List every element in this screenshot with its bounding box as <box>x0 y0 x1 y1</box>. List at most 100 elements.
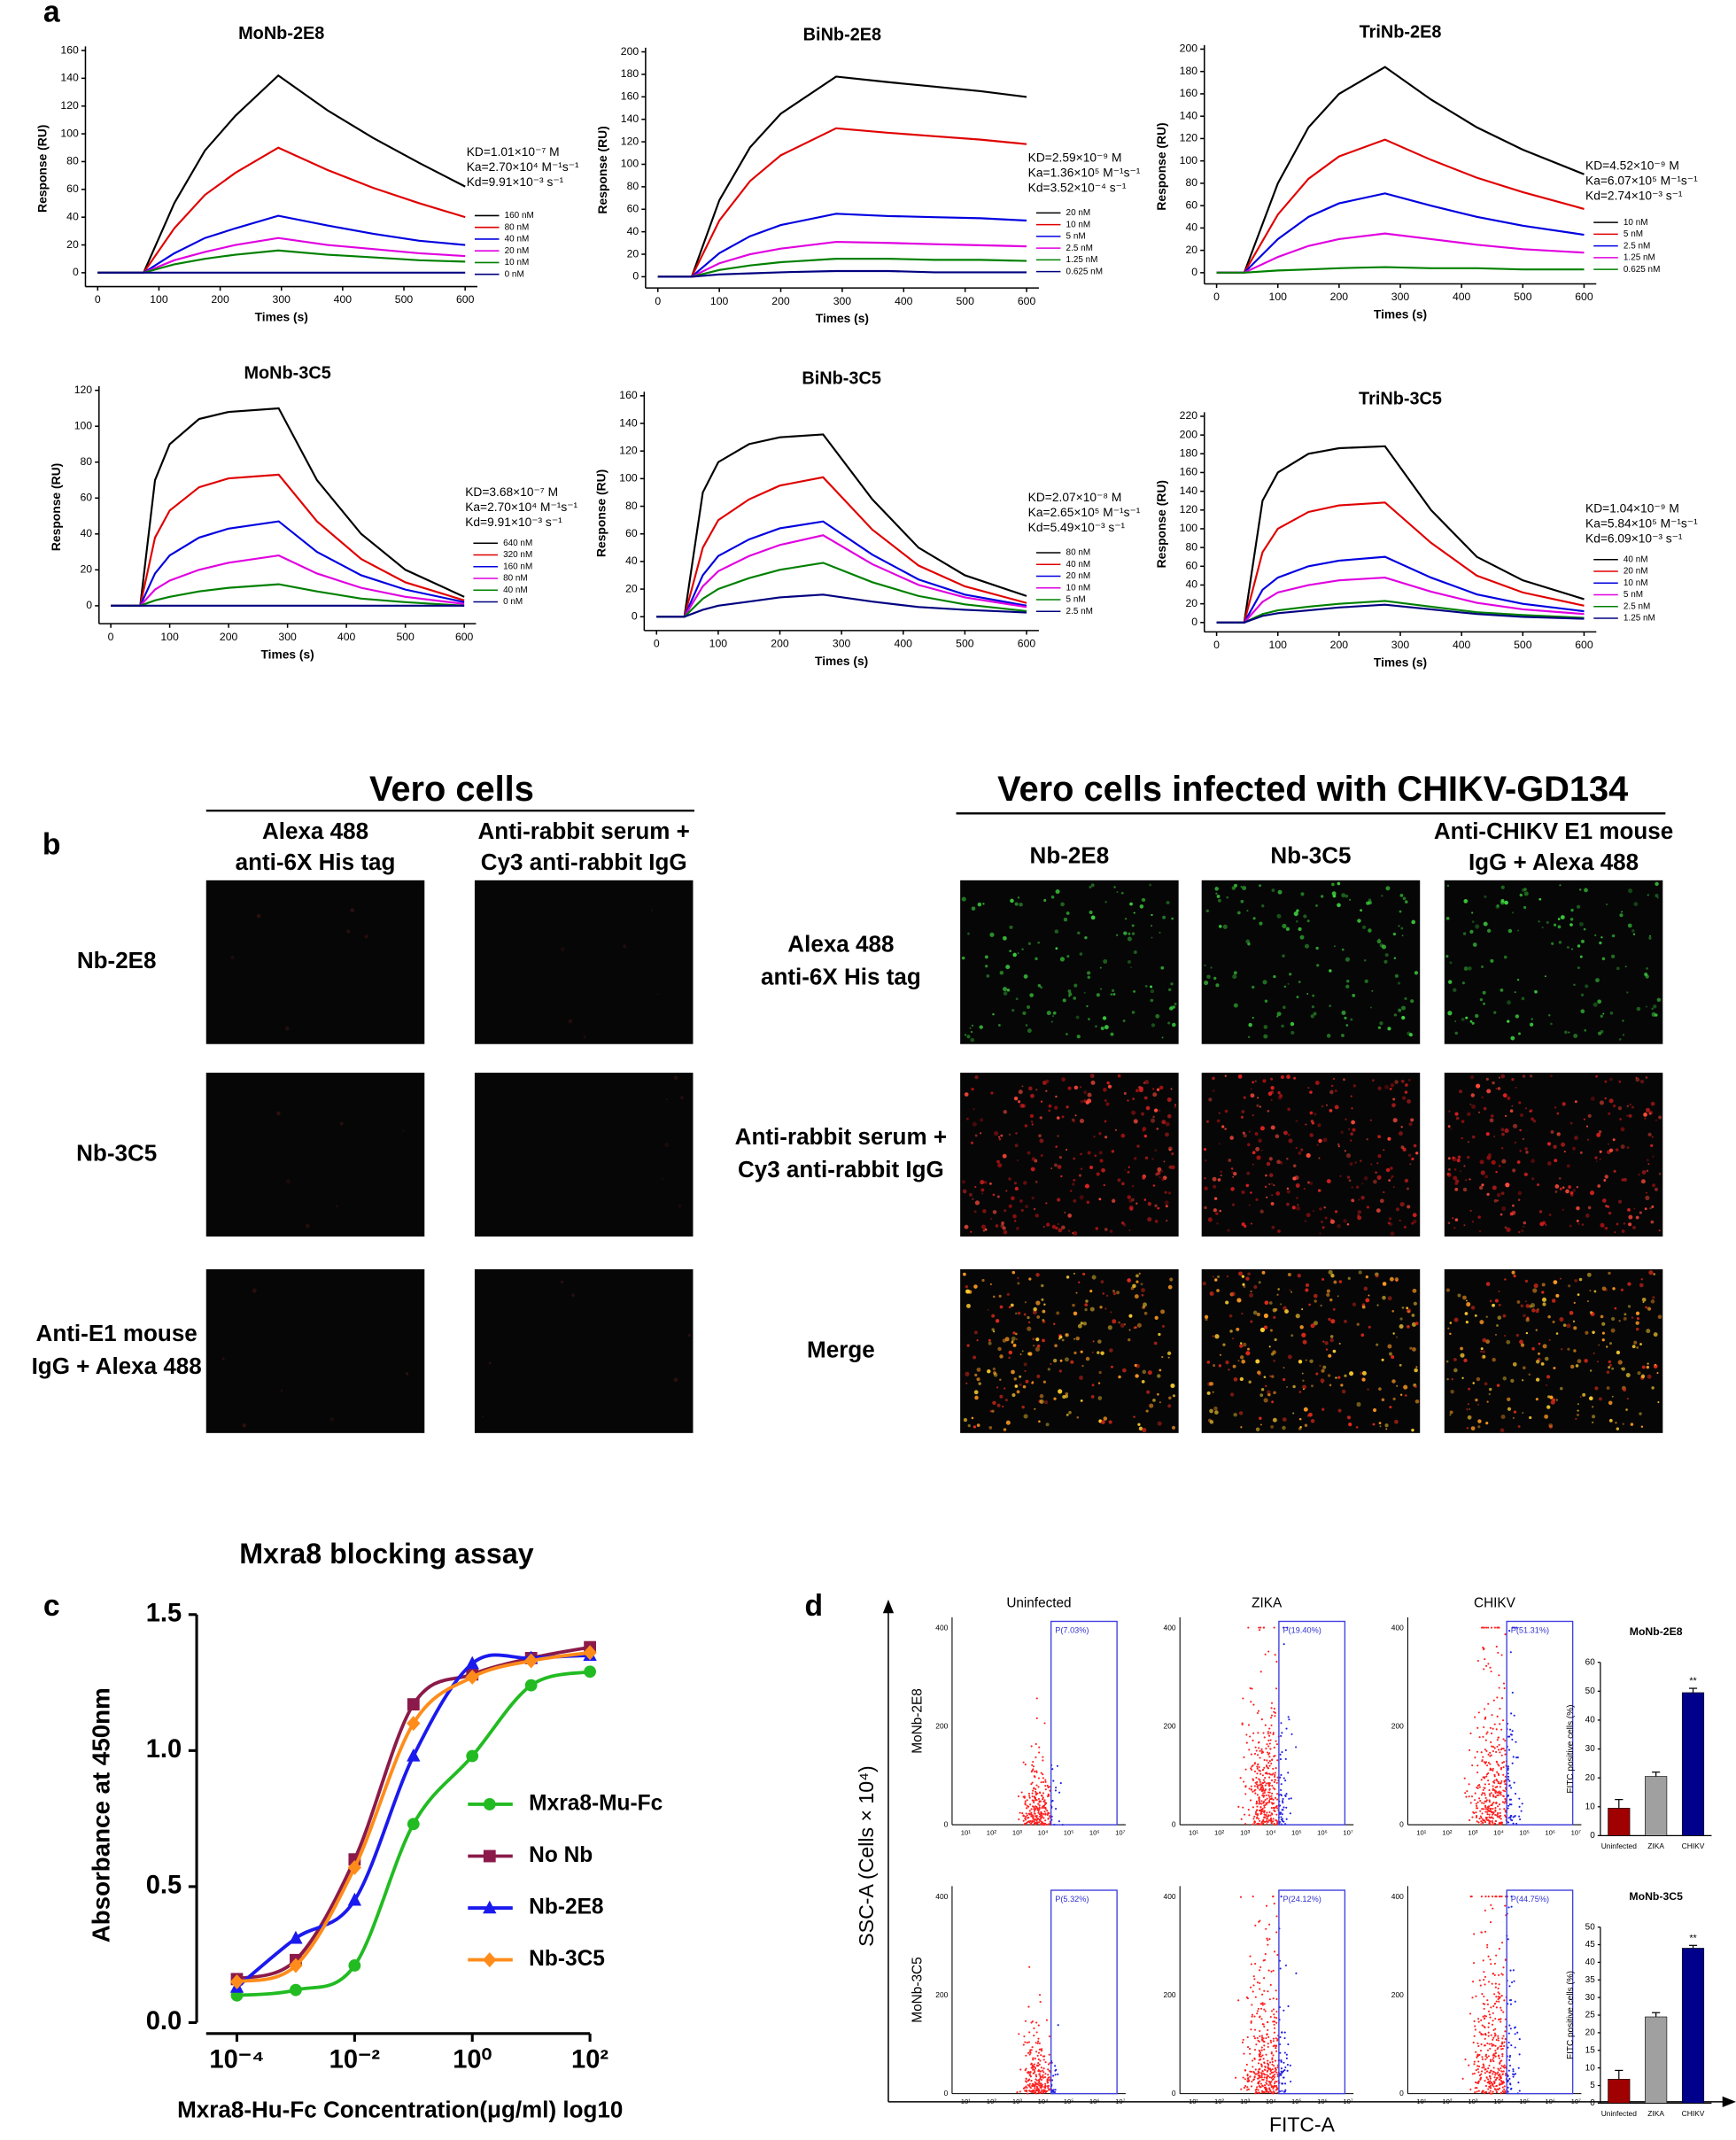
cell-signal <box>1626 1115 1628 1117</box>
y-tick-label: 120 <box>1180 132 1198 144</box>
cell-signal <box>1450 1128 1452 1130</box>
cell-signal <box>1153 1341 1157 1345</box>
event <box>1261 1795 1263 1796</box>
event <box>1503 1999 1505 2001</box>
event <box>1500 1812 1501 1814</box>
cell-signal <box>1017 1282 1019 1284</box>
cell-signal <box>1255 1359 1259 1363</box>
event <box>1500 2045 1502 2047</box>
event <box>1497 1805 1499 1807</box>
cell-signal <box>1011 1337 1016 1341</box>
cell-signal <box>1472 1382 1474 1384</box>
cell-signal <box>1546 1384 1547 1386</box>
cell-signal <box>1276 1159 1281 1164</box>
series-line <box>1217 268 1585 273</box>
cell-signal <box>1331 1085 1334 1088</box>
cell-signal <box>1378 1387 1382 1391</box>
cell-signal <box>1460 1353 1464 1358</box>
event <box>1490 2059 1492 2060</box>
event <box>1267 1795 1269 1796</box>
cell-signal <box>1309 1133 1314 1137</box>
cell-signal <box>1125 918 1127 919</box>
cell-signal <box>1453 1176 1457 1181</box>
cell-signal <box>1405 900 1408 903</box>
event <box>1498 1737 1500 1739</box>
event <box>1499 2058 1500 2059</box>
cell-signal <box>1031 1120 1034 1123</box>
cell-signal <box>1005 1399 1008 1401</box>
cell-signal <box>1547 1142 1551 1145</box>
cell-signal <box>1482 1350 1484 1353</box>
cell-signal <box>1571 949 1573 950</box>
event <box>1484 1658 1485 1660</box>
event <box>1246 2086 1248 2088</box>
event <box>1484 2072 1486 2074</box>
cell-signal <box>1462 1296 1467 1300</box>
event <box>1240 1777 1242 1779</box>
cell-signal <box>1486 1282 1491 1286</box>
event <box>1464 1778 1466 1779</box>
cell-signal <box>1120 1134 1125 1138</box>
micrograph <box>206 1073 425 1237</box>
event <box>1290 1733 1292 1735</box>
event <box>1492 1811 1493 1813</box>
event <box>1521 1810 1523 1812</box>
cell-signal <box>1076 1416 1079 1419</box>
cell-signal <box>1385 1428 1387 1430</box>
cell-signal <box>1034 1408 1035 1410</box>
event <box>1267 2043 1269 2044</box>
event <box>1282 2082 1283 2084</box>
cell-signal <box>1408 1122 1412 1126</box>
x-tick-label: 400 <box>337 631 356 643</box>
micrograph <box>1445 1269 1663 1433</box>
event <box>1490 2087 1492 2089</box>
event <box>1496 2085 1498 2087</box>
cell-signal <box>1546 1405 1550 1408</box>
event <box>1269 1815 1271 1817</box>
cell-signal <box>1204 1148 1206 1151</box>
x-tick-label: 500 <box>1514 639 1532 651</box>
event <box>1040 1823 1042 1825</box>
cell-signal <box>242 1423 246 1428</box>
cell-signal <box>1311 1384 1314 1387</box>
cell-signal <box>1073 996 1076 1000</box>
event <box>1244 1786 1246 1787</box>
event <box>1254 2037 1256 2039</box>
event <box>1264 2062 1266 2064</box>
cell-signal <box>1204 981 1208 985</box>
cell-signal <box>1560 1387 1563 1391</box>
cell-signal <box>1553 1367 1555 1369</box>
cell-signal <box>1031 1197 1034 1199</box>
cell-signal <box>1507 1000 1511 1004</box>
cell-signal <box>1319 1232 1321 1234</box>
cell-signal <box>1019 1384 1022 1386</box>
event <box>1026 2078 1027 2080</box>
cell-signal <box>978 903 982 907</box>
cell-signal <box>1270 1090 1274 1094</box>
event <box>1247 1626 1249 1628</box>
cell-signal <box>1350 1018 1352 1020</box>
cell-signal <box>1512 1271 1515 1275</box>
cell-signal <box>1093 1136 1095 1137</box>
event <box>1048 2063 1050 2065</box>
cell-signal <box>1066 1414 1069 1416</box>
cell-signal <box>1339 1280 1343 1283</box>
cell-signal <box>1104 901 1106 903</box>
event <box>1511 1981 1513 1983</box>
event <box>1055 1789 1057 1791</box>
event <box>1276 1805 1278 1807</box>
y-tick-label: 200 <box>1391 1721 1404 1730</box>
cell-signal <box>1411 920 1415 925</box>
cell-signal <box>988 1342 992 1345</box>
cell-signal <box>1140 1087 1143 1090</box>
event <box>1042 2090 1044 2092</box>
cell-signal <box>1614 1170 1616 1173</box>
event <box>1039 1808 1041 1810</box>
cell-signal <box>1233 1172 1236 1175</box>
cell-signal <box>1238 1074 1243 1079</box>
event <box>1035 1788 1036 1790</box>
x-tick-label: 10³ <box>1012 1828 1022 1836</box>
cell-signal <box>1465 1312 1469 1315</box>
legend-label: Nb-2E8 <box>529 1896 603 1919</box>
cell-signal <box>1343 1078 1345 1081</box>
